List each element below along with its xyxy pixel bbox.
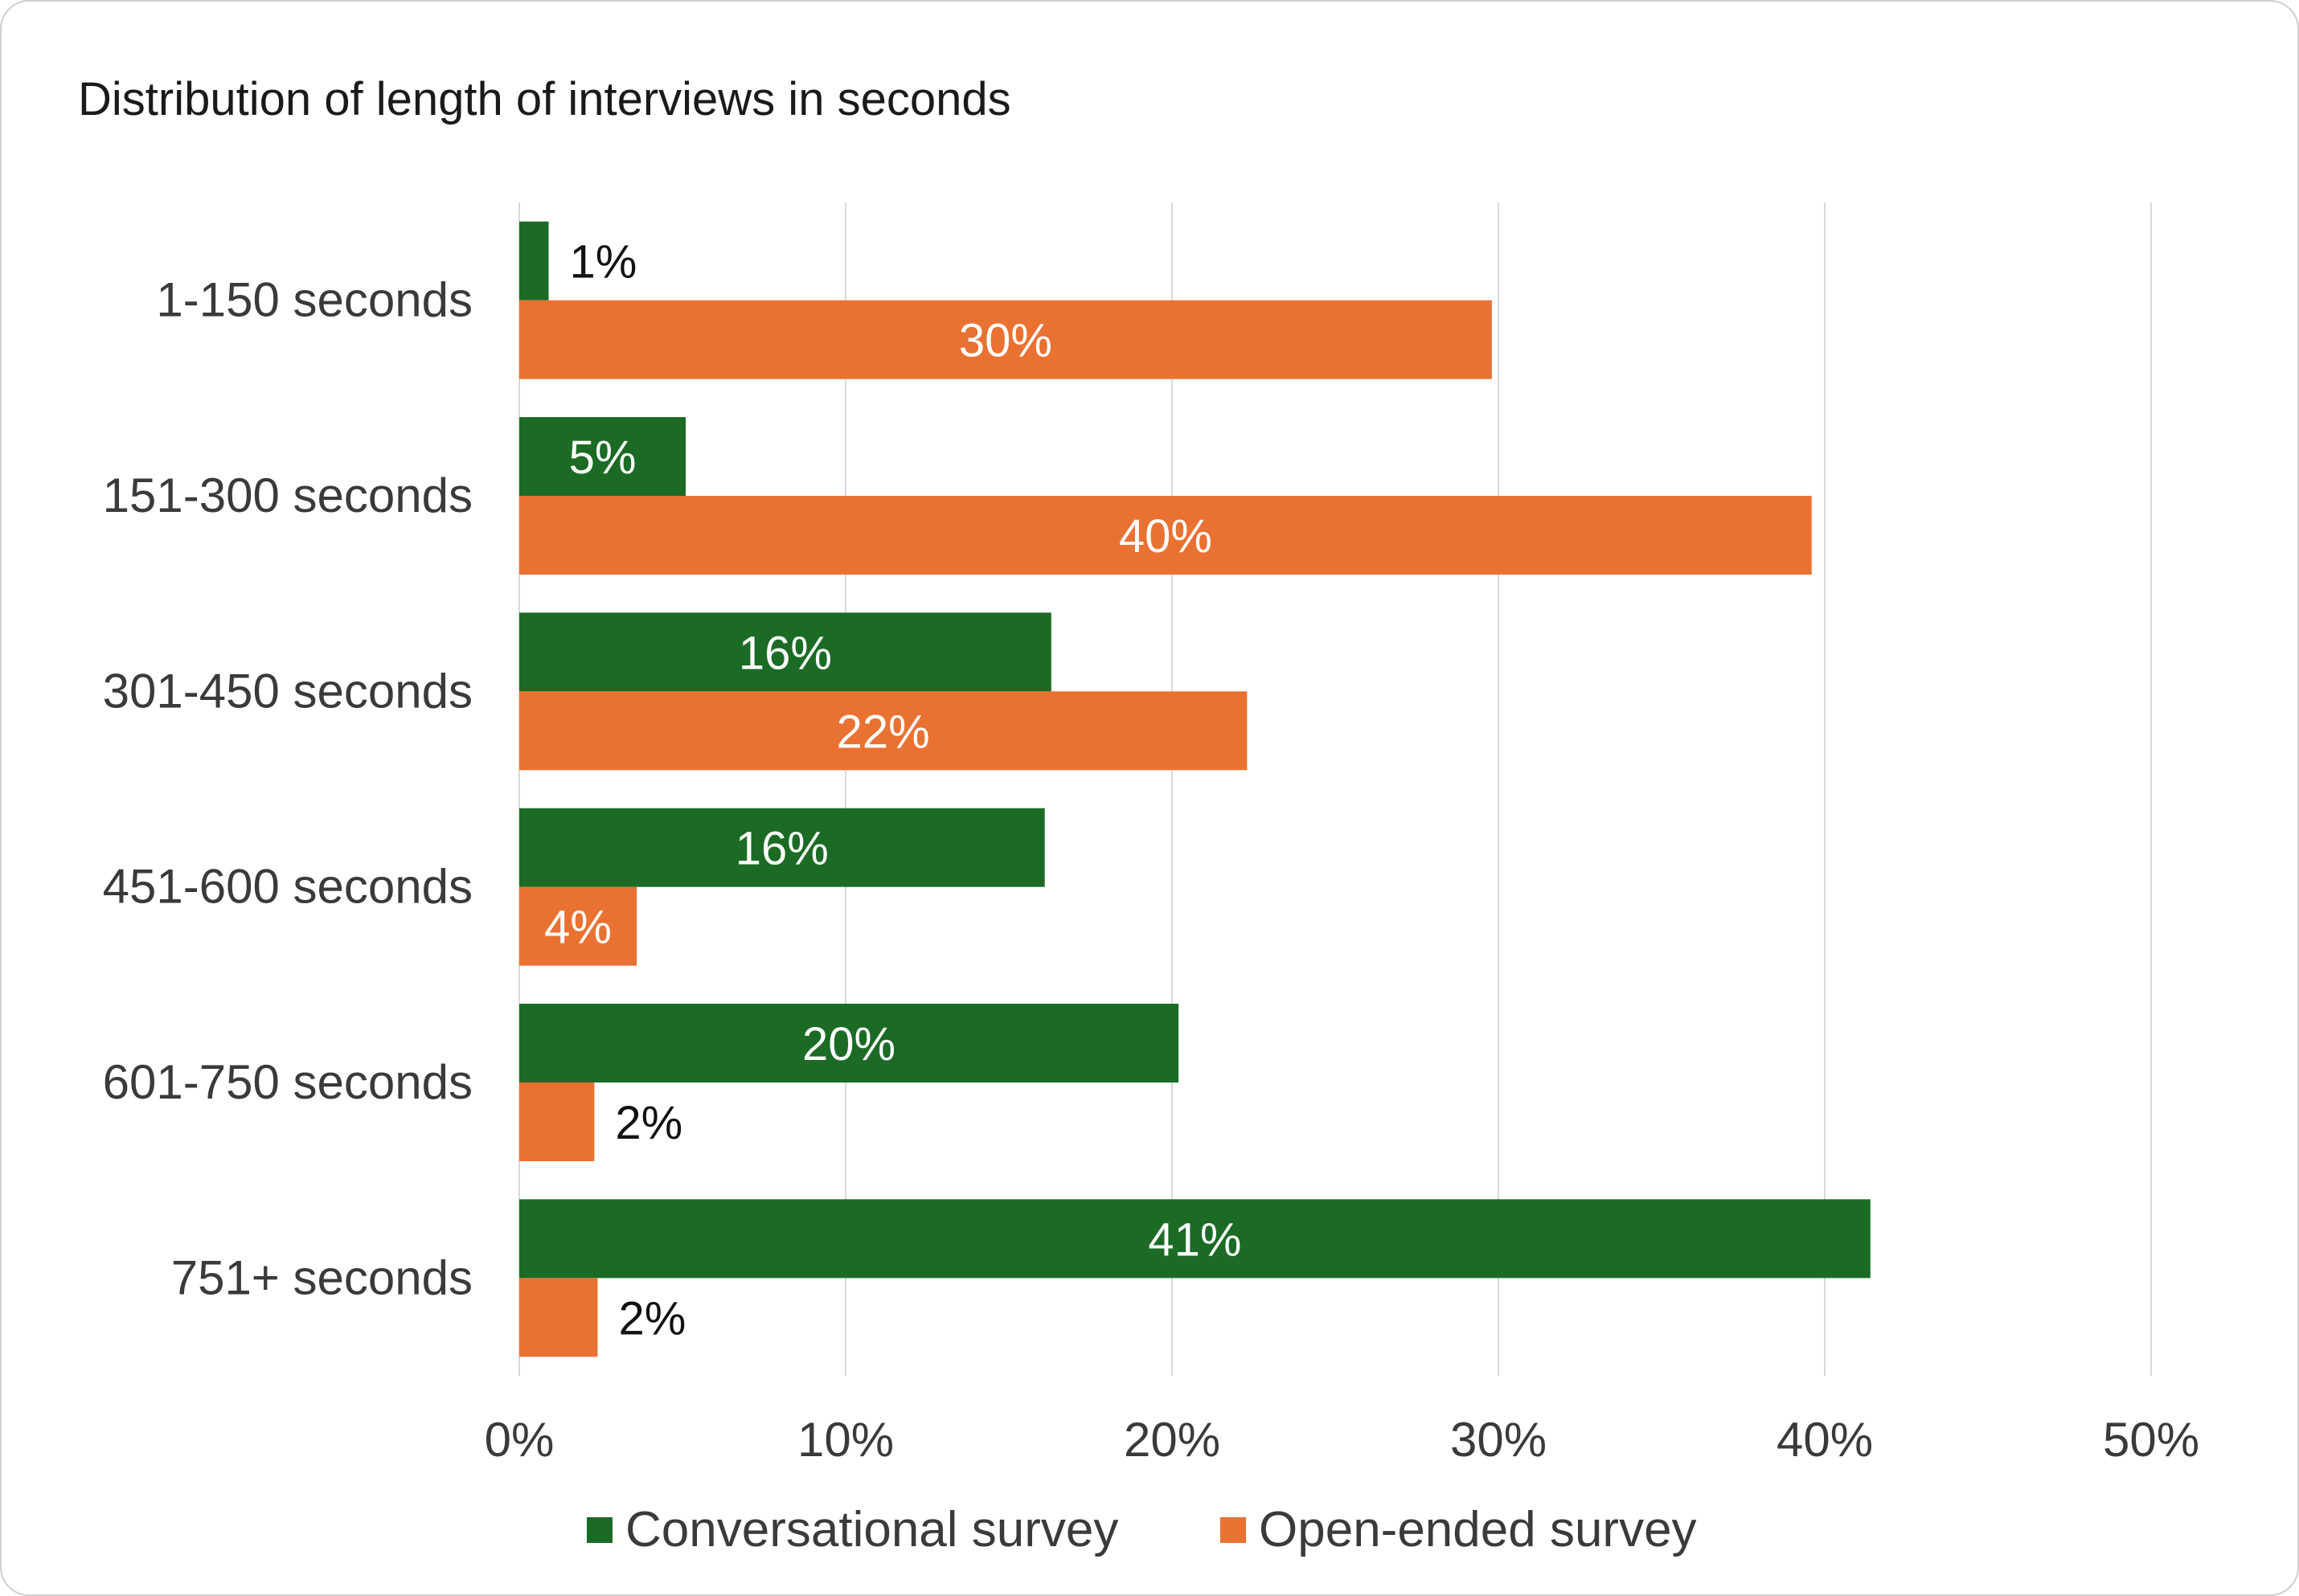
y-category-label: 451-600 seconds <box>103 860 473 914</box>
data-label: 20% <box>802 1018 895 1070</box>
data-label: 16% <box>736 823 829 875</box>
legend-label-open-ended: Open-ended survey <box>1259 1502 1697 1557</box>
bar-open-ended <box>519 691 1248 771</box>
bar-conversational <box>519 221 549 301</box>
bar-open-ended <box>519 886 637 966</box>
data-label: 2% <box>618 1292 686 1344</box>
data-label: 5% <box>569 432 637 484</box>
y-category-label: 751+ seconds <box>171 1250 473 1304</box>
legend-label-conversational: Conversational survey <box>625 1502 1119 1557</box>
x-tick-label: 0% <box>485 1413 555 1467</box>
bar-conversational <box>519 1004 1179 1082</box>
y-category-label: 151-300 seconds <box>103 469 473 522</box>
x-tick-label: 20% <box>1124 1413 1220 1467</box>
y-category-label: 601-750 seconds <box>103 1055 473 1109</box>
legend-item-conversational: Conversational survey <box>587 1501 1118 1558</box>
chart-title: Distribution of length of interviews in … <box>78 73 1011 125</box>
data-label: 41% <box>1148 1213 1241 1266</box>
bar-open-ended <box>519 1278 598 1357</box>
data-label: 4% <box>544 902 612 954</box>
data-label: 22% <box>837 706 930 758</box>
x-tick-label: 30% <box>1450 1413 1547 1467</box>
data-label: 1% <box>570 236 637 289</box>
bar-open-ended <box>519 300 1492 379</box>
data-label: 16% <box>739 627 832 679</box>
y-category-label: 301-450 seconds <box>103 664 473 718</box>
x-tick-label: 40% <box>1776 1413 1873 1467</box>
legend-swatch-open-ended <box>1220 1516 1246 1543</box>
x-tick-label: 50% <box>2103 1413 2199 1467</box>
legend-item-open-ended: Open-ended survey <box>1220 1501 1697 1558</box>
legend-swatch-conversational <box>587 1516 613 1543</box>
y-category-label: 1-150 seconds <box>156 273 473 327</box>
bar-conversational <box>519 417 686 496</box>
data-label: 30% <box>959 315 1052 367</box>
data-label: 2% <box>615 1097 682 1149</box>
bar-conversational <box>519 808 1045 887</box>
bar-conversational <box>519 1199 1871 1279</box>
bar-open-ended <box>519 496 1812 575</box>
data-label: 40% <box>1119 510 1212 563</box>
legend: Conversational survey Open-ended survey <box>0 1501 2299 1565</box>
x-tick-label: 10% <box>797 1413 894 1467</box>
bar-open-ended <box>519 1082 595 1161</box>
bar-conversational <box>519 612 1051 692</box>
